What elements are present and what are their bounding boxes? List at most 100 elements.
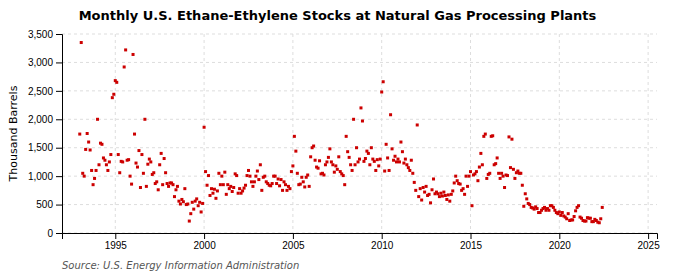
tick-label: 3,000: [28, 57, 53, 68]
point: [513, 177, 516, 180]
point: [152, 171, 155, 174]
point: [459, 183, 462, 186]
tick-mark: [56, 205, 62, 206]
point: [379, 158, 382, 161]
point: [142, 172, 145, 175]
point: [226, 183, 229, 186]
point: [278, 184, 281, 187]
point: [183, 187, 186, 190]
point: [145, 185, 148, 188]
point: [584, 220, 587, 223]
point: [510, 138, 513, 141]
source: Source: U.S. Energy Information Administ…: [62, 260, 299, 271]
point: [359, 106, 362, 109]
grid-line: [62, 34, 657, 35]
point: [81, 172, 84, 175]
point: [176, 185, 179, 188]
point: [254, 175, 257, 178]
point: [259, 163, 262, 166]
point: [274, 175, 277, 178]
point: [324, 163, 327, 166]
tick-label: 2020: [549, 240, 572, 251]
point: [519, 172, 522, 175]
point: [491, 134, 494, 137]
point: [217, 172, 220, 175]
point: [392, 159, 395, 162]
point: [166, 182, 169, 185]
point: [364, 157, 367, 160]
point: [453, 181, 456, 184]
point: [143, 118, 146, 121]
point: [192, 208, 195, 211]
tick: 2020: [549, 233, 572, 251]
point: [93, 177, 96, 180]
point: [136, 166, 139, 169]
point: [223, 171, 226, 174]
point: [140, 153, 143, 156]
point: [496, 156, 499, 159]
tick-mark: [559, 233, 560, 239]
point: [204, 170, 207, 173]
point: [155, 180, 158, 183]
point: [414, 189, 417, 192]
tick-mark: [56, 34, 62, 35]
point: [285, 189, 288, 192]
tick: 2005: [282, 233, 305, 251]
point: [322, 174, 325, 177]
point: [123, 65, 126, 68]
point: [251, 185, 254, 188]
point: [303, 185, 306, 188]
point: [577, 204, 580, 207]
point: [419, 187, 422, 190]
point: [351, 169, 354, 172]
point: [497, 172, 500, 175]
point: [163, 157, 166, 160]
point: [445, 198, 448, 201]
point: [78, 133, 81, 136]
point: [425, 185, 428, 188]
point: [314, 159, 317, 162]
point: [275, 182, 278, 185]
point: [318, 159, 321, 162]
point: [462, 187, 465, 190]
point: [500, 172, 503, 175]
point: [195, 197, 198, 200]
point: [214, 197, 217, 200]
point: [105, 163, 108, 166]
point: [528, 203, 531, 206]
grid-line: [62, 204, 657, 205]
point: [309, 155, 312, 158]
point: [469, 170, 472, 173]
grid: [62, 34, 657, 233]
point: [475, 170, 478, 173]
point: [502, 175, 505, 178]
grid-line: [559, 34, 560, 233]
point: [405, 163, 408, 166]
point: [422, 186, 425, 189]
point: [299, 183, 302, 186]
point: [376, 158, 379, 161]
point: [271, 182, 274, 185]
point: [293, 135, 296, 138]
point: [506, 174, 509, 177]
point: [559, 214, 562, 217]
grid-line: [62, 147, 657, 148]
point: [132, 53, 135, 56]
point: [401, 150, 404, 153]
plot: 199520002005201020152020202505001,0001,5…: [28, 29, 660, 251]
point: [247, 169, 250, 172]
point: [284, 183, 287, 186]
point: [325, 160, 328, 163]
point: [124, 48, 127, 51]
point: [213, 188, 216, 191]
tick: 2,500: [28, 86, 62, 97]
point: [450, 193, 453, 196]
point: [346, 150, 349, 153]
point: [507, 135, 510, 138]
point: [84, 148, 87, 151]
point: [431, 188, 434, 191]
point: [146, 163, 149, 166]
tick-mark: [56, 119, 62, 120]
point: [524, 192, 527, 195]
grid-line: [648, 34, 649, 233]
